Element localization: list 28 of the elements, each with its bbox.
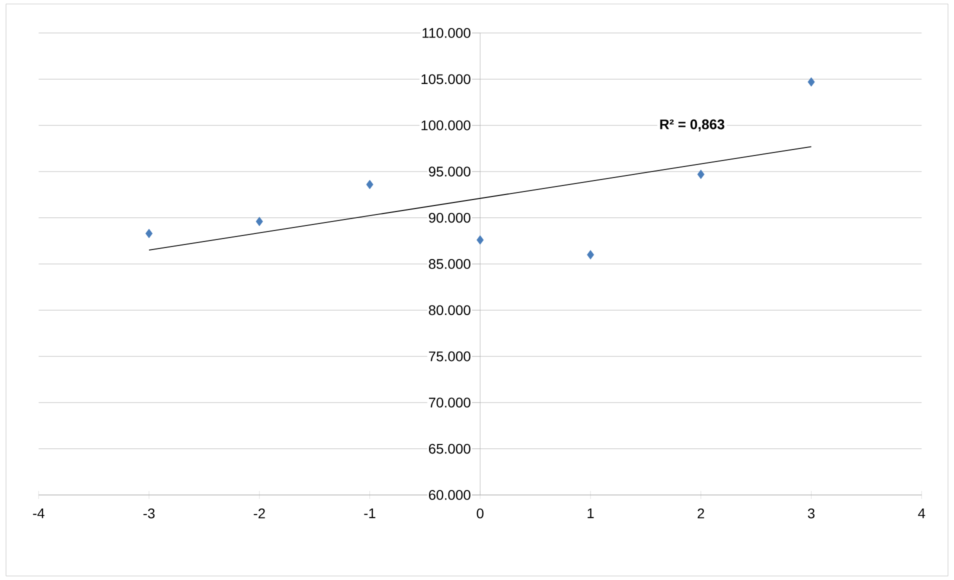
- x-tick-label: 3: [808, 508, 815, 518]
- point: [256, 216, 263, 226]
- point: [808, 77, 815, 87]
- y-tick-label: 80.000: [428, 305, 470, 316]
- x-tick-label: 1: [588, 508, 594, 518]
- y-tick-label: 95.000: [428, 166, 470, 177]
- point: [697, 170, 704, 180]
- y-tick-label: 90.000: [428, 212, 470, 223]
- x-tick-label: -1: [364, 508, 376, 518]
- y-tick-label: 105.000: [422, 74, 470, 84]
- x-tick-label: -3: [143, 508, 155, 518]
- x-tick-label: 0: [476, 508, 484, 518]
- y-tick-label: 70.000: [429, 398, 470, 408]
- x-tick-label: 4: [918, 508, 926, 518]
- point: [366, 180, 374, 190]
- x-tick-label: 2: [698, 508, 704, 518]
- y-tick-label: 75.000: [429, 351, 470, 362]
- point: [586, 250, 594, 260]
- annotation: R² = 0,863: [660, 119, 724, 132]
- y-tick-label: 85.000: [428, 259, 470, 269]
- y-tick-label: 110.000: [422, 28, 470, 38]
- point: [145, 228, 153, 238]
- y-tick-label: 100.000: [422, 120, 470, 130]
- point: [476, 235, 484, 245]
- y-tick-label: 65.000: [428, 444, 470, 454]
- x-tick-label: -4: [33, 508, 44, 518]
- y-tick-label: 60.000: [428, 490, 470, 500]
- x-tick-label: -2: [254, 508, 265, 518]
